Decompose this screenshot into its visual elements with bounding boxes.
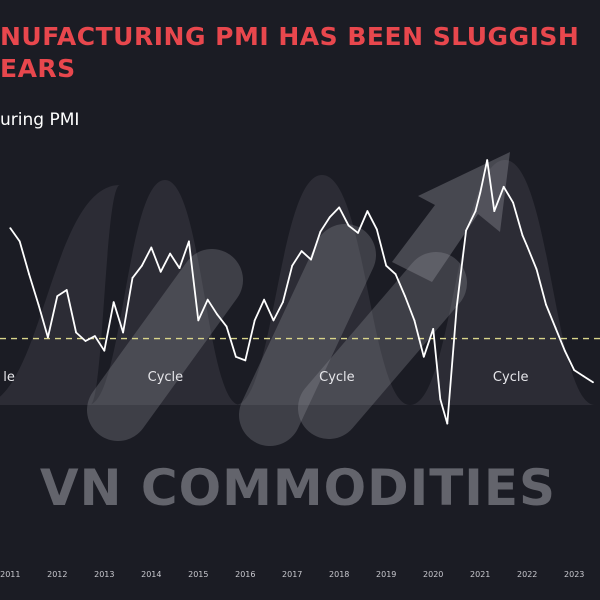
pmi-point (563, 349, 566, 352)
pmi-point (535, 268, 538, 271)
cycle-shapes (0, 160, 595, 405)
cycle-label-4: Cycle (493, 370, 529, 385)
pmi-point (554, 326, 557, 329)
x-tick-label-2012: 2012 (47, 570, 67, 579)
pmi-point (65, 289, 68, 291)
pmi-point (521, 234, 524, 237)
pmi-point (28, 273, 30, 276)
pmi-point (244, 359, 247, 362)
x-tick-label-2017: 2017 (282, 570, 302, 579)
pmi-point (197, 319, 200, 322)
pmi-point (347, 224, 350, 227)
pmi-point (9, 227, 12, 230)
pmi-point (56, 295, 59, 297)
x-tick-label-2022: 2022 (517, 570, 537, 579)
cycle-labels: le Cycle Cycle Cycle (3, 370, 528, 385)
pmi-point (47, 336, 49, 339)
x-tick-label-2023: 2023 (564, 570, 584, 579)
chart-title-line-1: NUFACTURING PMI HAS BEEN SLUGGISH (0, 22, 580, 51)
pmi-point (122, 331, 124, 334)
pmi-point (422, 355, 425, 358)
watermark-capsule-3 (298, 252, 467, 439)
pmi-point (486, 159, 489, 162)
pmi-point (235, 355, 237, 358)
pmi-point (150, 246, 153, 249)
pmi-point (455, 306, 458, 308)
pmi-point (282, 301, 284, 303)
pmi-point (75, 331, 77, 334)
pmi-point (446, 422, 449, 425)
pmi-point (291, 264, 294, 267)
pmi-point (493, 210, 496, 213)
pmi-point (394, 273, 397, 276)
pmi-point (582, 375, 585, 378)
x-tick-label-2020: 2020 (423, 570, 443, 579)
pmi-point (385, 264, 388, 267)
x-axis-ticks: 2011 2012 2013 2014 2015 2016 2017 2018 2019 2020… (0, 570, 584, 579)
pmi-point (272, 319, 275, 322)
pmi-point (432, 328, 435, 330)
pmi-point (592, 381, 594, 384)
cycle-label-2: Cycle (148, 370, 184, 385)
watermark-arrow (392, 152, 510, 282)
cycle-shape-2 (88, 180, 240, 405)
pmi-point (263, 298, 265, 301)
pmi-point (112, 301, 115, 303)
watermark-capsule-2 (239, 224, 376, 446)
pmi-point (375, 228, 378, 231)
cycle-label-3: Cycle (319, 370, 355, 385)
pmi-point (319, 230, 322, 233)
pmi-point (573, 369, 576, 371)
pmi-point (357, 232, 359, 234)
pmi-point (512, 201, 514, 204)
x-tick-label-2018: 2018 (329, 570, 349, 579)
chart-title-line-2: EARS (0, 54, 76, 83)
pmi-point (178, 267, 181, 269)
x-tick-label-2013: 2013 (94, 570, 114, 579)
pmi-point (159, 270, 162, 273)
pmi-point (18, 240, 21, 243)
pmi-point (413, 319, 416, 322)
pmi-point (526, 245, 529, 248)
x-tick-label-2014: 2014 (141, 570, 161, 579)
pmi-point (439, 398, 442, 401)
cycle-label-1: le (3, 370, 15, 385)
pmi-point (300, 250, 303, 253)
pmi-point (366, 210, 369, 213)
pmi-point (37, 303, 40, 306)
pmi-point (502, 185, 505, 188)
pmi-point (206, 298, 209, 301)
pmi-point (465, 229, 467, 232)
watermark-text: VN COMMODITIES (40, 459, 556, 517)
pmi-point (225, 325, 228, 328)
pmi-point (103, 349, 106, 352)
pmi-point (216, 313, 219, 316)
pmi-point (545, 303, 547, 306)
pmi-point (141, 264, 143, 267)
pmi-point (328, 216, 331, 219)
pmi-point (338, 206, 341, 209)
series-label: uring PMI (0, 110, 80, 130)
pmi-series-layer (9, 159, 594, 425)
pmi-point (188, 240, 190, 243)
pmi-point (474, 210, 477, 213)
pmi-point (310, 258, 312, 261)
x-tick-label-2021: 2021 (470, 570, 490, 579)
pmi-point (253, 319, 256, 322)
x-tick-label-2015: 2015 (188, 570, 208, 579)
x-tick-label-2011: 2011 (0, 570, 20, 579)
x-tick-label-2016: 2016 (235, 570, 255, 579)
cycle-shape-3 (235, 175, 410, 405)
pmi-point (84, 340, 87, 342)
pmi-point (169, 252, 172, 255)
pmi-point (404, 295, 406, 297)
pmi-point (131, 277, 134, 279)
pmi-point (94, 335, 96, 337)
pmi-point (479, 192, 482, 194)
cycle-shape-4 (410, 160, 595, 405)
x-tick-label-2019: 2019 (376, 570, 396, 579)
